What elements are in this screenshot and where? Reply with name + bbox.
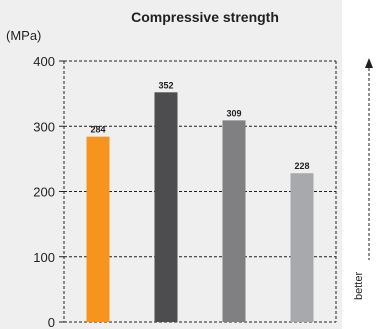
better-arrow [365,58,373,260]
y-tick-label: 0 [48,315,55,329]
bar-value-label: 228 [294,161,309,171]
bar [222,120,246,322]
arrow-head-icon [365,58,373,68]
y-tick-label: 400 [33,54,55,69]
better-label: better [353,271,365,300]
bar-value-label: 284 [90,125,105,135]
bar [86,136,110,322]
bar [154,92,178,322]
y-tick-label: 200 [33,185,55,200]
bar-value-label: 352 [158,80,173,90]
bar-value-label: 309 [226,108,241,118]
y-tick-label: 300 [33,119,55,134]
y-tick-label: 100 [33,250,55,265]
chart-panel: Compressive strength (MPa) 0 100 200 300 400… [0,0,342,329]
chart-title: Compressive strength [131,9,279,25]
bar-chart: 0 100 200 300 400 284 352 309 228 [33,54,337,329]
y-axis-unit-label: (MPa) [6,28,42,43]
bar [290,173,314,322]
